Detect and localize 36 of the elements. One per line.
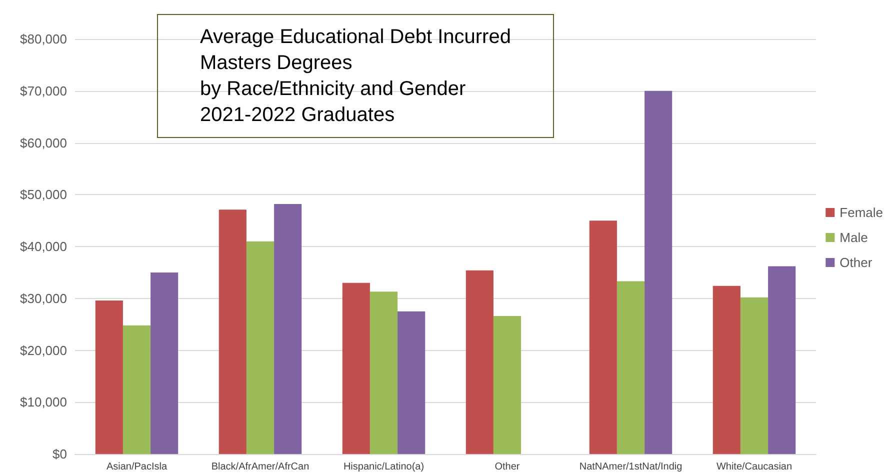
x-tick-label: Asian/PacIsla xyxy=(106,462,168,472)
bar xyxy=(768,266,796,454)
bar xyxy=(712,286,740,454)
y-tick-label: $80,000 xyxy=(20,32,67,46)
x-tick-label: Black/AfrAmer/AfrCan xyxy=(211,462,310,472)
y-tick-label: $50,000 xyxy=(20,187,67,202)
y-tick-label: $70,000 xyxy=(20,83,67,98)
x-tick-label: Hispanic/Latino(a) xyxy=(343,462,424,472)
bar xyxy=(246,241,274,454)
y-tick-label: $20,000 xyxy=(20,342,67,358)
bar xyxy=(95,300,123,454)
y-tick-label: $60,000 xyxy=(20,135,67,150)
legend-label: Other xyxy=(840,255,873,270)
x-tick-label: Other xyxy=(494,462,520,472)
bar xyxy=(589,220,617,454)
bar xyxy=(493,316,522,454)
bar xyxy=(218,210,246,454)
bar xyxy=(740,297,768,454)
bar xyxy=(274,204,302,454)
bar xyxy=(122,325,151,454)
legend-label: Female xyxy=(840,205,884,220)
text: Average Educational Debt Incurred Masters Degrees by Race/Ethnicity and Gender 2021-2022 Graduates xyxy=(200,26,511,126)
y-tick-label: $40,000 xyxy=(20,239,67,254)
legend-label: Male xyxy=(840,230,868,245)
x-tick-label: White/Caucasian xyxy=(716,462,792,472)
bar xyxy=(398,311,426,454)
bar xyxy=(644,90,672,454)
x-tick-label: NatNAmer/1stNat/Indig xyxy=(579,462,682,472)
y-tick-label: $10,000 xyxy=(20,394,67,410)
bar xyxy=(616,281,645,454)
y-tick-label: $30,000 xyxy=(20,290,67,306)
bar xyxy=(150,272,178,454)
bar xyxy=(466,270,494,454)
bar xyxy=(370,292,398,454)
bar xyxy=(342,282,370,454)
y-tick-label: $0 xyxy=(52,446,67,462)
